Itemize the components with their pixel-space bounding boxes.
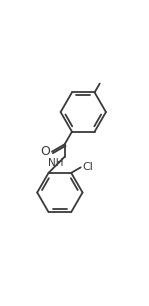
Text: NH: NH — [48, 158, 63, 168]
Text: O: O — [40, 145, 50, 158]
Text: Cl: Cl — [82, 162, 93, 172]
